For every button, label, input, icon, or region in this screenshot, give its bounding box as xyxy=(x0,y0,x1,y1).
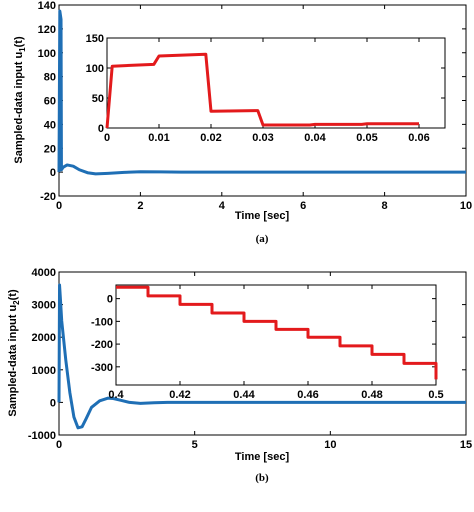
panel-b-main-x-tick-label: 10 xyxy=(324,439,336,451)
panel-b-main-y-tick-label: 4000 xyxy=(32,267,56,279)
panel-b-main-y-tick-label: 0 xyxy=(50,397,56,409)
panel-a-main-line xyxy=(57,9,466,176)
panel-a-caption: (a) xyxy=(256,233,269,245)
panel-a-main-y-tick-label: 80 xyxy=(44,72,56,84)
panel-b-main-y-tick-label: 3000 xyxy=(32,300,56,312)
panel-a-inset-x-tick-label: 0.06 xyxy=(408,132,429,144)
panel-a-inset-x-tick-label: 0.05 xyxy=(356,132,377,144)
panel-a-main-x-tick-label: 8 xyxy=(382,200,388,212)
panel-a-main-y-tick-label: 100 xyxy=(38,48,56,60)
panel-a-inset-y-tick-label: 0 xyxy=(98,123,104,135)
panel-b-inset-x-tick-label: 0.46 xyxy=(297,389,318,401)
panel-b-main-series xyxy=(57,283,466,430)
panel-b-inset-x-tick-label: 0.42 xyxy=(169,389,190,401)
panel-b-main-y-tick-label: 2000 xyxy=(32,332,56,344)
panel-a-inset-x-tick-label: 0.03 xyxy=(252,132,273,144)
panel-b-y-axis-label: Sampled-data input u2(t) xyxy=(7,289,21,417)
panel-b-inset-line xyxy=(116,285,438,380)
panel-a-inset-ticks: 0 0.01 0.02 0.03 0.04 0.05 0.06 0 50 100 150 xyxy=(86,33,445,144)
panel-b-inset-ticks: 0.4 0.42 0.44 0.46 0.48 0.5 -300 -200 -100 0 xyxy=(91,285,444,401)
panel-b-inset-y-tick-label: -200 xyxy=(91,339,113,351)
panel-b-inset-y-tick-label: -100 xyxy=(91,316,113,328)
panel-a-inset-x-tick-label: 0.01 xyxy=(148,132,169,144)
panel-b-caption: (b) xyxy=(255,472,269,484)
panel-b-inset-x-tick-label: 0.44 xyxy=(233,389,255,401)
panel-a-main-y-tick-label: -20 xyxy=(40,191,56,203)
panel-a-inset-y-tick-label: 50 xyxy=(92,93,104,105)
panel-b-inset-x-tick-label: 0.48 xyxy=(361,389,382,401)
panel-a-inset-x-tick-label: 0.04 xyxy=(304,132,326,144)
panel-b-main-x-tick-label: 15 xyxy=(460,439,472,451)
panel-a-main-x-tick-label: 10 xyxy=(460,200,472,212)
panel-a-main-x-tick-label: 6 xyxy=(300,200,306,212)
panel-a-inset-x-tick-label: 0 xyxy=(104,132,110,144)
panel-a-main-x-tick-label: 0 xyxy=(56,200,62,212)
panel-a-main-y-tick-label: 0 xyxy=(50,167,56,179)
panel-b-inset-y-tick-label: 0 xyxy=(107,294,113,306)
panel-b-x-axis-label: Time [sec] xyxy=(235,451,290,463)
panel-b-main-x-tick-label: 0 xyxy=(56,439,62,451)
panel-a-main-y-tick-label: 20 xyxy=(44,143,56,155)
panel-b-inset-frame xyxy=(115,284,437,386)
panel-a-main-y-tick-label: 40 xyxy=(44,119,56,131)
panel-a-inset-y-tick-label: 100 xyxy=(86,63,104,75)
panel-b-main-line xyxy=(57,283,466,430)
panel-a-inset-frame xyxy=(106,37,446,129)
panel-b-main-y-tick-label: 1000 xyxy=(32,365,56,377)
panel-a-inset-x-tick-label: 0.02 xyxy=(200,132,221,144)
panel-b-inset-x-tick-label: 0.4 xyxy=(108,389,124,401)
panel-a-inset-series xyxy=(105,52,419,129)
panel-b-main-y-tick-label: -1000 xyxy=(28,430,56,442)
panel-a-main-y-tick-label: 140 xyxy=(38,0,56,12)
panel-b-inset-x-tick-label: 0.5 xyxy=(428,389,443,401)
panel-a-inset-line xyxy=(105,52,419,129)
panel-b-inset-series xyxy=(116,285,438,380)
panel-b-inset-y-tick-label: -300 xyxy=(91,362,113,374)
panel-a-main-y-tick-label: 60 xyxy=(44,96,56,108)
panel-a-main-x-tick-label: 4 xyxy=(219,200,226,212)
panel-a-main-series xyxy=(57,9,466,176)
panel-a-y-axis-label: Sampled-data input u1(t) xyxy=(13,36,27,164)
panel-b-main-x-tick-label: 5 xyxy=(192,439,198,451)
panel-a-main-x-tick-label: 2 xyxy=(137,200,143,212)
panel-a-inset-y-tick-label: 150 xyxy=(86,33,104,45)
panel-a-main-y-tick-label: 120 xyxy=(38,24,56,36)
panel-a-x-axis-label: Time [sec] xyxy=(235,210,290,222)
